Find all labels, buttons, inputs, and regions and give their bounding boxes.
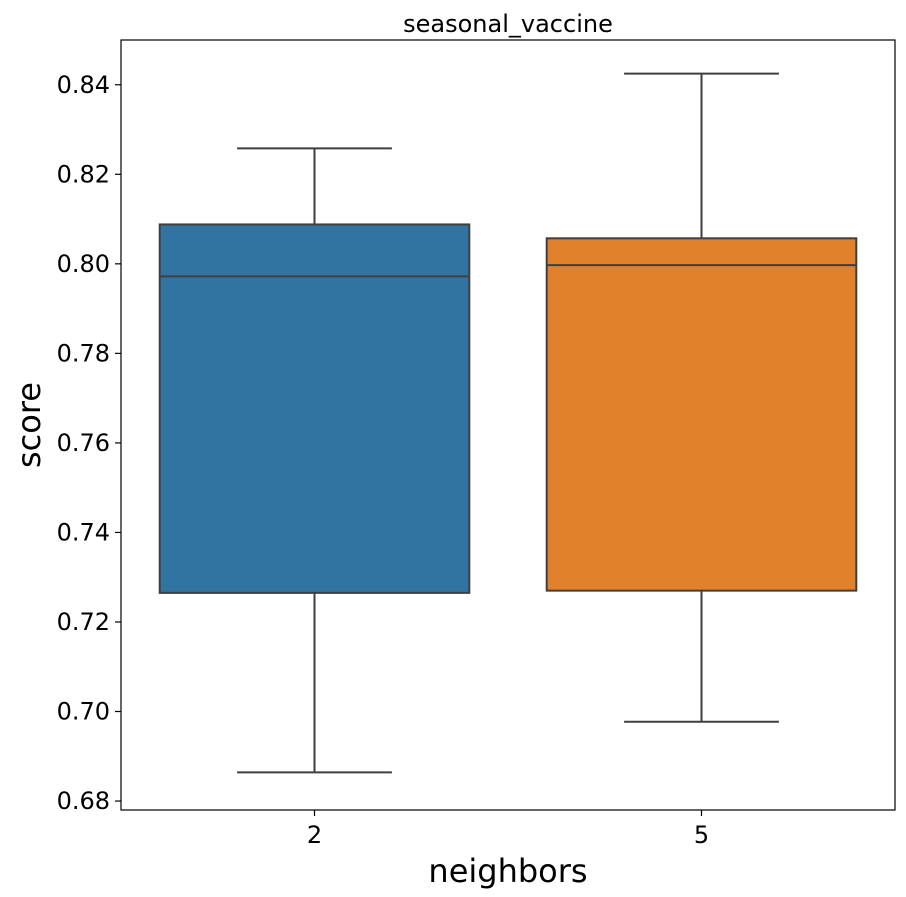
y-tick-label: 0.72 — [57, 608, 110, 636]
y-tick-label: 0.82 — [57, 160, 110, 188]
y-tick-label: 0.68 — [57, 787, 110, 815]
box-5 — [545, 237, 858, 592]
y-tick-label: 0.80 — [57, 250, 110, 278]
y-tick-label: 0.84 — [57, 71, 110, 99]
x-tick-label: 2 — [307, 821, 322, 849]
plot-frame — [120, 39, 896, 811]
y-tick-label: 0.78 — [57, 339, 110, 367]
x-axis-label: neighbors — [428, 852, 587, 890]
y-tick-label: 0.76 — [57, 429, 110, 457]
box-2 — [158, 223, 471, 594]
plot-area: 0.68 0.70 0.72 0.74 0.76 0.78 0.80 0.82 0.84 2 5 — [57, 71, 858, 849]
x-tick-label: 5 — [694, 821, 709, 849]
y-tick-label: 0.74 — [57, 518, 110, 546]
y-tick-label: 0.70 — [57, 698, 110, 726]
y-axis-label: score — [10, 382, 48, 468]
chart-title: seasonal_vaccine — [403, 10, 613, 38]
